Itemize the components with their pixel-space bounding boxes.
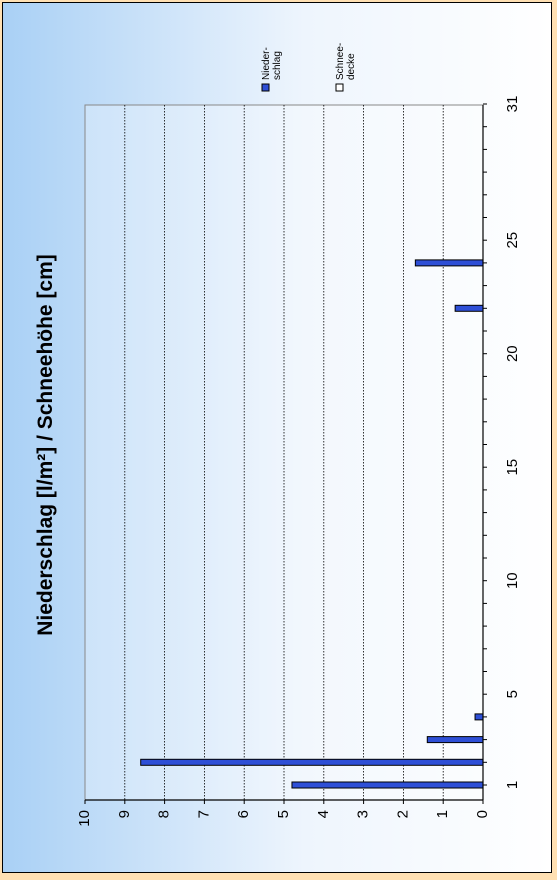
bar-day-2 (140, 758, 484, 766)
legend-swatch (335, 83, 344, 92)
x-tick-label: 10 (504, 572, 521, 589)
bar-day-22 (454, 304, 484, 312)
legend: Nieder-schlag Schnee-decke (261, 43, 357, 92)
y-tick-label: 9 (116, 810, 133, 818)
plot-area (84, 104, 484, 801)
y-tick-label: 3 (355, 810, 372, 818)
legend-label: Nieder- (261, 47, 272, 80)
y-tick-label: 0 (474, 810, 491, 818)
x-tick-label: 5 (504, 690, 521, 698)
bar-day-4 (474, 713, 484, 721)
y-tick-label: 4 (315, 810, 332, 818)
legend-label: schlag (272, 51, 283, 80)
bar-day-3 (426, 736, 484, 744)
y-tick-label: 8 (156, 810, 173, 818)
grid-lines (124, 105, 444, 800)
bar-day-24 (414, 259, 484, 267)
x-tick-label: 1 (504, 781, 521, 789)
y-tick-label: 2 (394, 810, 411, 818)
y-tick-label: 7 (195, 810, 212, 818)
y-tick-label: 10 (76, 810, 93, 827)
x-tick-label: 25 (504, 232, 521, 249)
plot-background (84, 104, 484, 801)
x-tick-label: 15 (504, 459, 521, 476)
y-tick-label: 1 (434, 810, 451, 818)
x-tick-label: 20 (504, 345, 521, 362)
x-tick-label: 31 (504, 96, 521, 113)
legend-swatch (261, 83, 270, 92)
y-tick-labels: 0 1 2 3 4 5 6 7 8 9 10 (76, 800, 491, 827)
y-tick-label: 5 (275, 810, 292, 818)
legend-label: Schnee- (335, 43, 346, 80)
chart-frame (2, 2, 552, 873)
legend-label: decke (346, 53, 357, 80)
chart-title: Niederschlag [l/m²] / Schneehöhe [cm] (34, 254, 57, 636)
bar-day-1 (291, 781, 484, 789)
y-tick-label: 6 (235, 810, 252, 818)
